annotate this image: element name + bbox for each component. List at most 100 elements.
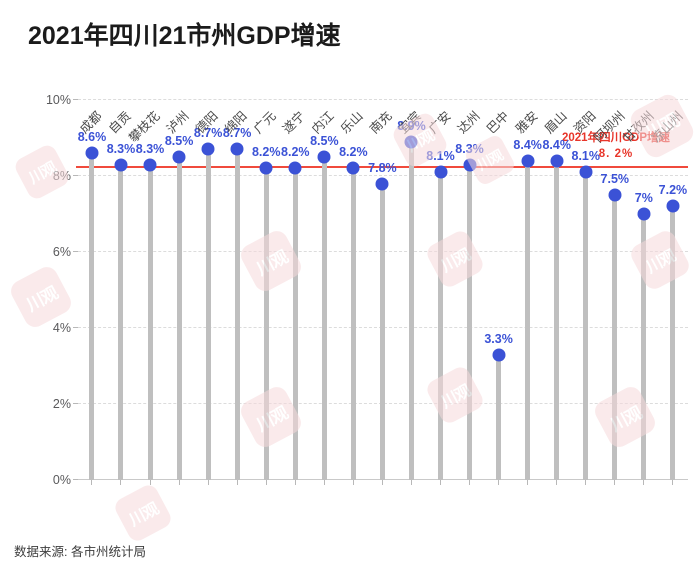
- x-axis-tick-label: 内江: [309, 108, 338, 137]
- data-point-marker[interactable]: [521, 154, 534, 167]
- x-axis-tick-label: 广安: [425, 108, 454, 137]
- x-axis-tick-mark: [672, 480, 674, 485]
- x-axis-tick-label: 乐山: [338, 108, 367, 137]
- data-point-value-label: 8.7%: [222, 126, 252, 141]
- stem-bar: [234, 149, 240, 480]
- stem-bar: [408, 141, 414, 480]
- y-axis-tick-mark: [73, 403, 78, 404]
- stem-bar: [496, 354, 502, 480]
- data-point-marker[interactable]: [260, 162, 273, 175]
- page-title: 2021年四川21市州GDP增速: [28, 22, 341, 50]
- data-point-marker[interactable]: [318, 151, 331, 163]
- data-point-value-label: 8.2%: [251, 145, 281, 160]
- data-point-value-label: 8.7%: [193, 126, 223, 141]
- x-axis-tick-label: 达州: [454, 108, 483, 137]
- data-point-value-label: 8.2%: [339, 145, 368, 160]
- stem-bar: [583, 172, 589, 480]
- y-axis-tick-mark: [73, 99, 78, 100]
- x-axis-tick-label: 攀枝花: [126, 108, 163, 146]
- data-point-marker[interactable]: [492, 348, 505, 361]
- y-axis-tick-label: 10%: [45, 93, 71, 107]
- data-point-value-label: 8.2%: [281, 145, 310, 160]
- x-axis-tick-mark: [265, 480, 267, 485]
- y-axis-tick-mark: [73, 251, 78, 252]
- plot-area: 2021年四川GDP增速 8. 2% 0% 2% 4% 6% 8% 10% 8.6% 成都 8.…: [46, 93, 688, 487]
- data-point-value-label: 7%: [634, 191, 653, 205]
- x-axis-tick-mark: [556, 480, 558, 485]
- y-axis-tick-label: 4%: [52, 321, 71, 335]
- data-point-marker[interactable]: [579, 166, 592, 179]
- x-axis-tick-mark: [294, 480, 296, 485]
- data-point-marker[interactable]: [637, 208, 650, 220]
- data-point-marker[interactable]: [347, 162, 360, 175]
- x-axis-tick-mark: [381, 480, 383, 485]
- x-axis-tick-label: 遂宁: [280, 108, 308, 137]
- data-point-value-label: 3.3%: [484, 331, 513, 346]
- x-axis-tick-mark: [149, 480, 151, 485]
- data-point-value-label: 7.5%: [600, 172, 630, 186]
- data-point-marker[interactable]: [289, 162, 302, 175]
- data-point-marker[interactable]: [231, 143, 244, 156]
- stem-bar: [554, 160, 560, 480]
- data-point-marker[interactable]: [608, 189, 621, 201]
- data-point-marker[interactable]: [376, 177, 389, 190]
- x-axis-tick-mark: [614, 480, 616, 485]
- data-point-value-label: 8.4%: [542, 137, 571, 152]
- y-axis-tick-label: 2%: [52, 397, 71, 411]
- stem-bar: [263, 168, 269, 480]
- x-axis-tick-mark: [352, 480, 354, 485]
- gridline: [78, 99, 688, 100]
- stem-bar: [670, 206, 676, 480]
- y-axis-tick-label: 8%: [52, 169, 71, 183]
- data-point-value-label: 7.2%: [658, 183, 688, 198]
- stem-bar: [147, 164, 153, 480]
- data-point-marker[interactable]: [550, 154, 563, 167]
- data-point-marker[interactable]: [114, 158, 127, 171]
- y-axis-tick-label: 6%: [52, 245, 71, 259]
- x-axis-tick-label: 广元: [251, 108, 279, 137]
- x-axis-tick-mark: [440, 480, 441, 485]
- stem-bar: [379, 183, 385, 480]
- x-axis-tick-mark: [236, 480, 238, 485]
- data-point-marker[interactable]: [463, 158, 476, 171]
- x-axis-tick-mark: [91, 480, 93, 485]
- x-axis-tick-mark: [498, 480, 500, 485]
- stem-bar: [438, 172, 443, 480]
- x-axis-tick-mark: [585, 480, 587, 485]
- data-point-marker[interactable]: [202, 143, 215, 156]
- x-axis-tick-label: 雅安: [512, 108, 541, 137]
- data-point-value-label: 8.5%: [310, 134, 339, 148]
- stem-bar: [525, 160, 531, 480]
- data-point-marker[interactable]: [85, 147, 98, 160]
- x-axis-tick-label: 泸州: [164, 108, 192, 137]
- y-axis-tick-mark: [73, 175, 78, 176]
- x-axis-tick-mark: [323, 480, 325, 485]
- stem-bar: [612, 195, 618, 480]
- stem-bar: [89, 153, 95, 480]
- stem-bar: [292, 168, 298, 480]
- source-note: 数据来源: 各市州统计局: [14, 545, 146, 559]
- data-point-marker[interactable]: [144, 158, 157, 171]
- stem-bar: [641, 214, 647, 480]
- x-axis-tick-label: 巴中: [483, 108, 512, 137]
- stem-bar: [321, 157, 327, 480]
- data-point-value-label: 8.3%: [135, 141, 165, 156]
- data-point-value-label: 8.1%: [571, 149, 601, 164]
- watermark: 川观: [111, 481, 175, 545]
- data-point-value-label: 8.6%: [77, 130, 107, 145]
- x-axis-tick-mark: [643, 480, 645, 485]
- gridline: [78, 175, 688, 176]
- y-axis-tick-mark: [73, 479, 78, 480]
- stem-bar: [118, 164, 124, 480]
- stem-bar: [467, 164, 473, 480]
- x-axis-tick-mark: [120, 480, 122, 485]
- data-point-value-label: 8.3%: [455, 141, 484, 156]
- stem-bar: [176, 157, 182, 480]
- data-point-marker[interactable]: [405, 135, 418, 148]
- reference-label-line2: 8. 2%: [598, 147, 634, 160]
- x-axis-tick-mark: [527, 480, 529, 485]
- data-point-marker[interactable]: [173, 151, 186, 163]
- data-point-value-label: 8.4%: [513, 137, 542, 152]
- data-point-marker[interactable]: [666, 200, 679, 213]
- data-point-marker[interactable]: [434, 166, 447, 179]
